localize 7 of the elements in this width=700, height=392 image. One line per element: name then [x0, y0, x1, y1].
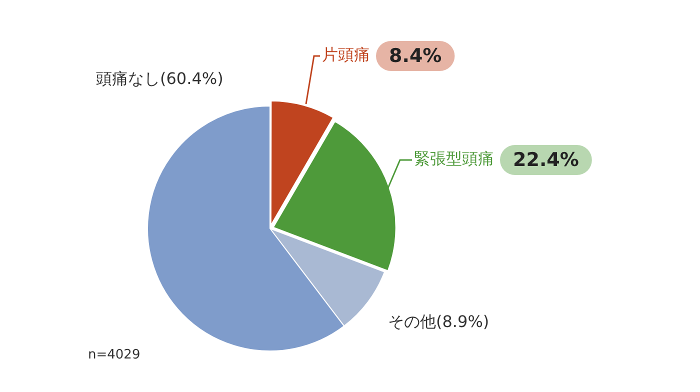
slice-label: その他(8.9%): [388, 312, 490, 332]
text: n=4029: [88, 347, 140, 362]
data-label: 8.4%: [389, 44, 442, 67]
data-label: 22.4%: [513, 148, 579, 171]
slice-label: 緊張型頭痛: [414, 149, 494, 168]
slice-label: 片頭痛: [322, 45, 370, 64]
slice-label: 頭痛なし(60.4%): [96, 69, 224, 88]
